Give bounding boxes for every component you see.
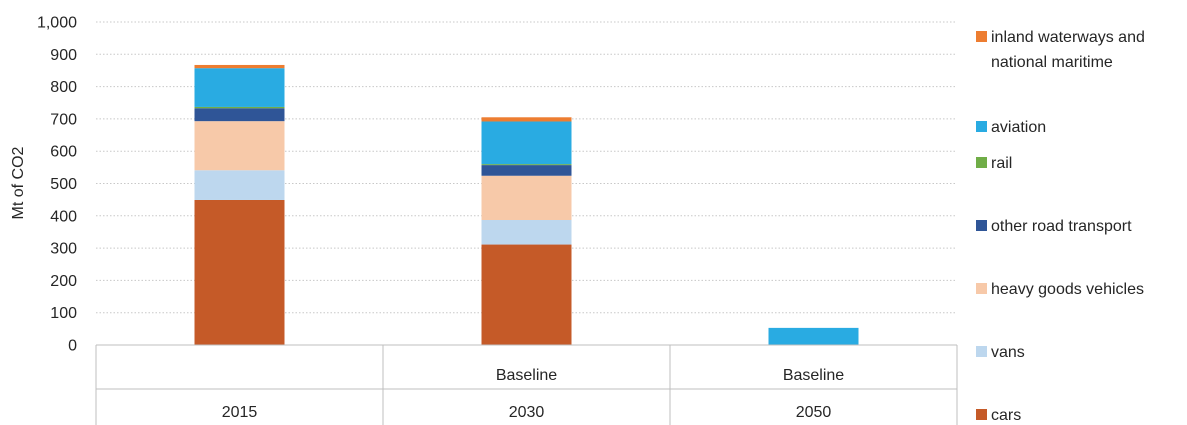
y-tick-label: 900	[50, 47, 77, 64]
legend-entry: rail	[976, 155, 1012, 172]
y-tick-label: 700	[50, 111, 77, 128]
bar-segment-aviation	[768, 327, 859, 345]
x-category-year-label: 2030	[509, 404, 545, 421]
bar-segment-aviation	[194, 68, 285, 107]
y-tick-label: 300	[50, 241, 77, 258]
legend-swatch	[976, 346, 987, 357]
legend-label: aviation	[991, 119, 1046, 136]
legend-swatch	[976, 409, 987, 420]
bar-segment-vans	[194, 170, 285, 200]
legend-entry: cars	[976, 407, 1021, 424]
legend-label: other road transport	[991, 218, 1132, 235]
legend-label: cars	[991, 407, 1021, 424]
legend: cars vans heavy goods vehicles other road t…	[976, 29, 1145, 424]
y-axis-label: Mt of CO2	[10, 146, 27, 219]
bar-segment-aviation	[481, 121, 572, 165]
legend-entry: vans	[976, 344, 1025, 361]
legend-label: inland waterways and	[991, 29, 1145, 46]
x-category-scenario-label: Baseline	[496, 367, 557, 384]
bar-segment-inland-waterways-and-national-maritime	[194, 64, 285, 69]
x-category-year-label: 2015	[222, 404, 258, 421]
bar-segment-other-road-transport	[194, 108, 285, 122]
bar-segment-heavy-goods-vehicles	[194, 121, 285, 171]
x-category-year-label: 2050	[796, 404, 832, 421]
legend-label: heavy goods vehicles	[991, 281, 1144, 298]
y-tick-label: 500	[50, 176, 77, 193]
legend-swatch	[976, 121, 987, 132]
legend-swatch	[976, 220, 987, 231]
bar-segment-rail	[194, 106, 285, 109]
legend-entry: aviation	[976, 119, 1046, 136]
legend-label: national maritime	[991, 54, 1113, 71]
x-axis: 2015 Baseline 2030 Baseline 2050	[95, 344, 958, 425]
bar-segment-heavy-goods-vehicles	[481, 175, 572, 220]
bar-segment-cars	[481, 244, 572, 345]
y-tick-label: 0	[68, 338, 77, 355]
y-tick-label: 200	[50, 273, 77, 290]
x-category-scenario-label: Baseline	[783, 367, 844, 384]
legend-swatch	[976, 283, 987, 294]
y-tick-label: 400	[50, 208, 77, 225]
legend-entry: heavy goods vehicles	[976, 281, 1144, 298]
bar-segment-vans	[481, 219, 572, 245]
y-tick-label: 100	[50, 305, 77, 322]
y-tick-label: 800	[50, 79, 77, 96]
bars	[194, 64, 859, 345]
y-tick-label: 1,000	[37, 15, 77, 32]
legend-label: vans	[991, 344, 1025, 361]
legend-entry: inland waterways and national maritime	[976, 29, 1145, 71]
bar-segment-inland-waterways-and-national-maritime	[481, 117, 572, 122]
legend-swatch	[976, 31, 987, 42]
bar-segment-cars	[194, 199, 285, 345]
bar-segment-rail	[481, 164, 572, 166]
legend-entry: other road transport	[976, 218, 1132, 235]
legend-swatch	[976, 157, 987, 168]
bar-segment-other-road-transport	[481, 165, 572, 176]
legend-label: rail	[991, 155, 1012, 172]
y-axis: 0 100 200 300 400 500 600 700 800 900 1,000	[37, 15, 77, 355]
y-tick-label: 600	[50, 144, 77, 161]
